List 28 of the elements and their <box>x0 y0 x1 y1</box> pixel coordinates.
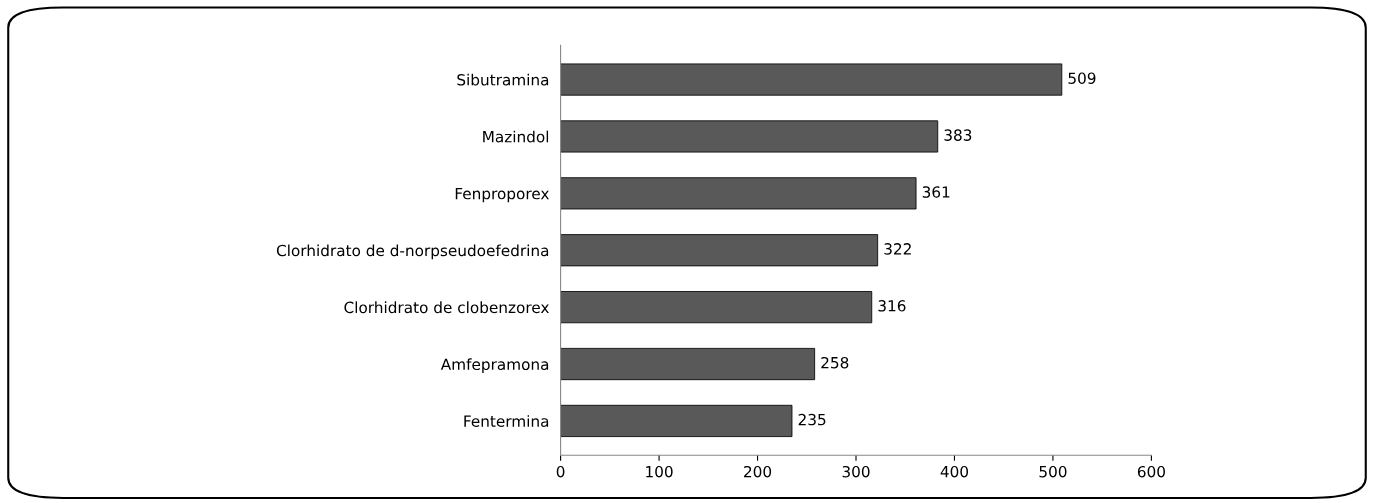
data-label: 361 <box>922 186 950 198</box>
y-tick-label: Clorhidrato de clobenzorex <box>344 301 549 314</box>
y-tick-label: Amfepramona <box>440 358 549 374</box>
x-tick-label: 500 <box>1039 465 1067 478</box>
bar <box>560 234 879 267</box>
bar <box>560 404 793 437</box>
y-tick-label: Mazindol <box>483 130 549 143</box>
x-tick-label: 600 <box>1137 465 1165 478</box>
x-tick-label: 100 <box>646 465 673 478</box>
y-tick-label: Fentermina <box>464 415 549 427</box>
data-label: 322 <box>884 243 911 255</box>
bar <box>560 291 873 324</box>
bar <box>560 347 816 381</box>
x-tick-label: 300 <box>842 465 870 478</box>
y-tick-label: Fenproporex <box>455 188 549 203</box>
y-tick-label: Clorhidrato de d-norpseudoefedrina <box>276 244 549 260</box>
data-label: 316 <box>878 300 906 312</box>
bar <box>560 63 1063 96</box>
x-tick-label: 400 <box>940 465 969 478</box>
x-tick-label: 200 <box>744 465 772 478</box>
data-label: 258 <box>821 356 849 369</box>
bar <box>560 177 917 210</box>
x-tick-label: 0 <box>556 465 565 478</box>
data-label: 235 <box>798 413 826 426</box>
data-label: 509 <box>1068 72 1096 84</box>
y-tick-label: Sibutramina <box>457 73 549 86</box>
bar <box>560 120 939 153</box>
data-label: 383 <box>944 129 972 141</box>
